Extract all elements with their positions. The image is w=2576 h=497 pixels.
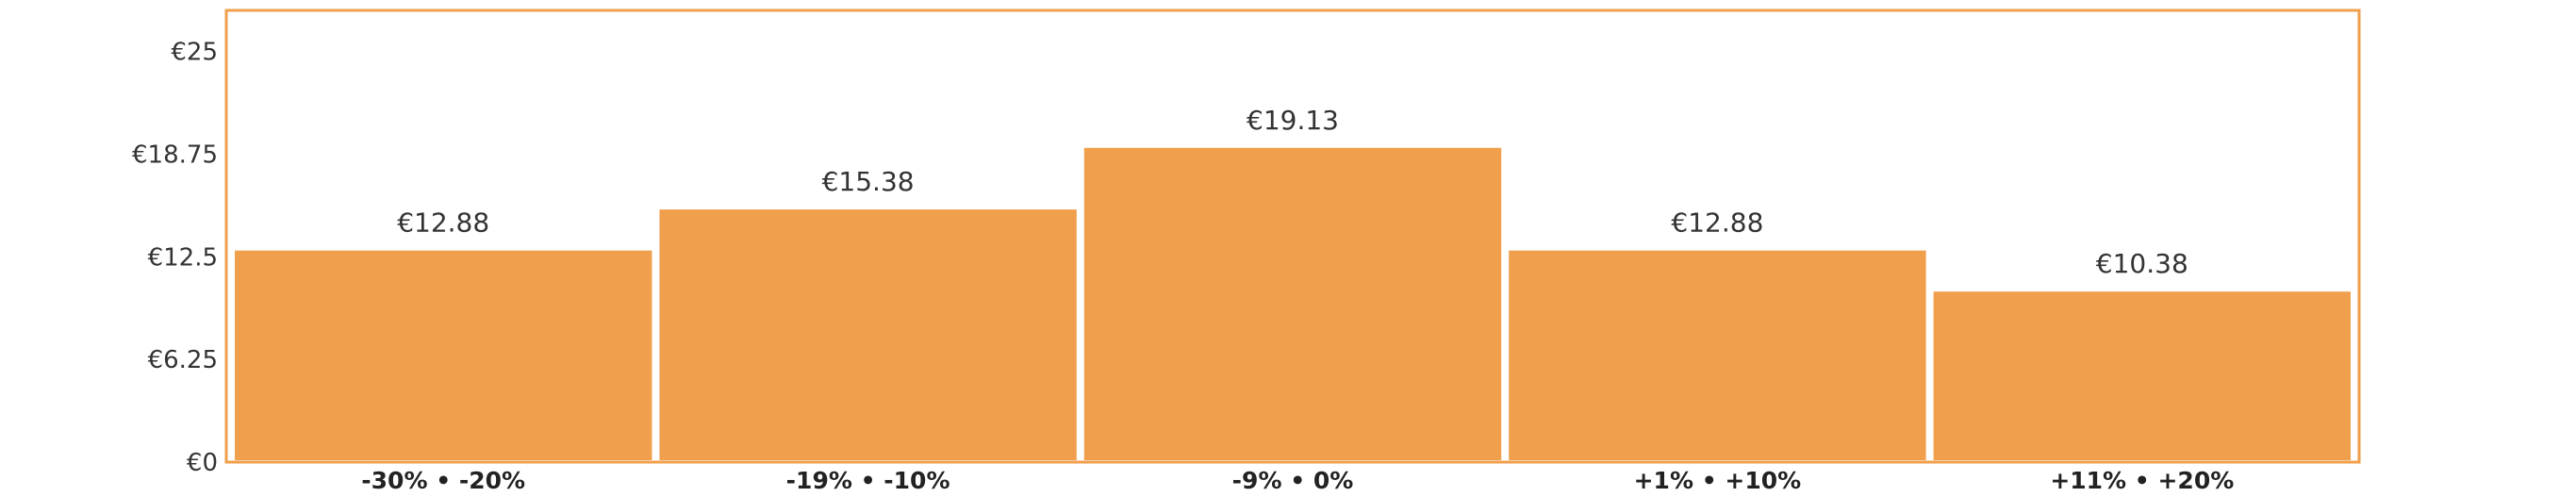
plot-frame (224, 8, 2361, 464)
bars (235, 147, 2351, 461)
bar (1083, 147, 1502, 461)
bar-value-label: €19.13 (1247, 105, 1339, 136)
x-category-label: +1% • +10% (1634, 467, 1802, 494)
x-axis: -30% • -20% -19% • -10% -9% • 0% +1% • +10%… (361, 467, 2234, 494)
x-category-label: -9% • 0% (1232, 467, 1354, 494)
bar (1509, 250, 1926, 460)
x-category-label: -30% • -20% (361, 467, 525, 494)
y-tick-label: €6.25 (148, 346, 218, 374)
y-tick-label: €18.75 (132, 141, 218, 169)
y-tick-label: €0 (187, 449, 218, 477)
y-tick-label: €25 (171, 39, 218, 67)
y-axis: €0 €6.25 €12.5 €18.75 €25 (132, 39, 218, 477)
y-tick-label: €12.5 (148, 243, 218, 272)
bar (1933, 291, 2351, 460)
bar-value-label: €12.88 (397, 207, 489, 239)
value-labels: €12.88 €15.38 €19.13 €12.88 €10.38 (397, 105, 2188, 279)
bar (235, 250, 652, 460)
bar (659, 209, 1077, 460)
plot-area: €12.88 €15.38 €19.13 €12.88 €10.38 (224, 8, 2361, 464)
bar-value-label: €12.88 (1671, 207, 1763, 239)
bar-value-label: €10.38 (2096, 248, 2188, 279)
x-category-label: -19% • -10% (786, 467, 950, 494)
bar-value-label: €15.38 (822, 166, 915, 197)
x-category-label: +11% • +20% (2050, 467, 2234, 494)
